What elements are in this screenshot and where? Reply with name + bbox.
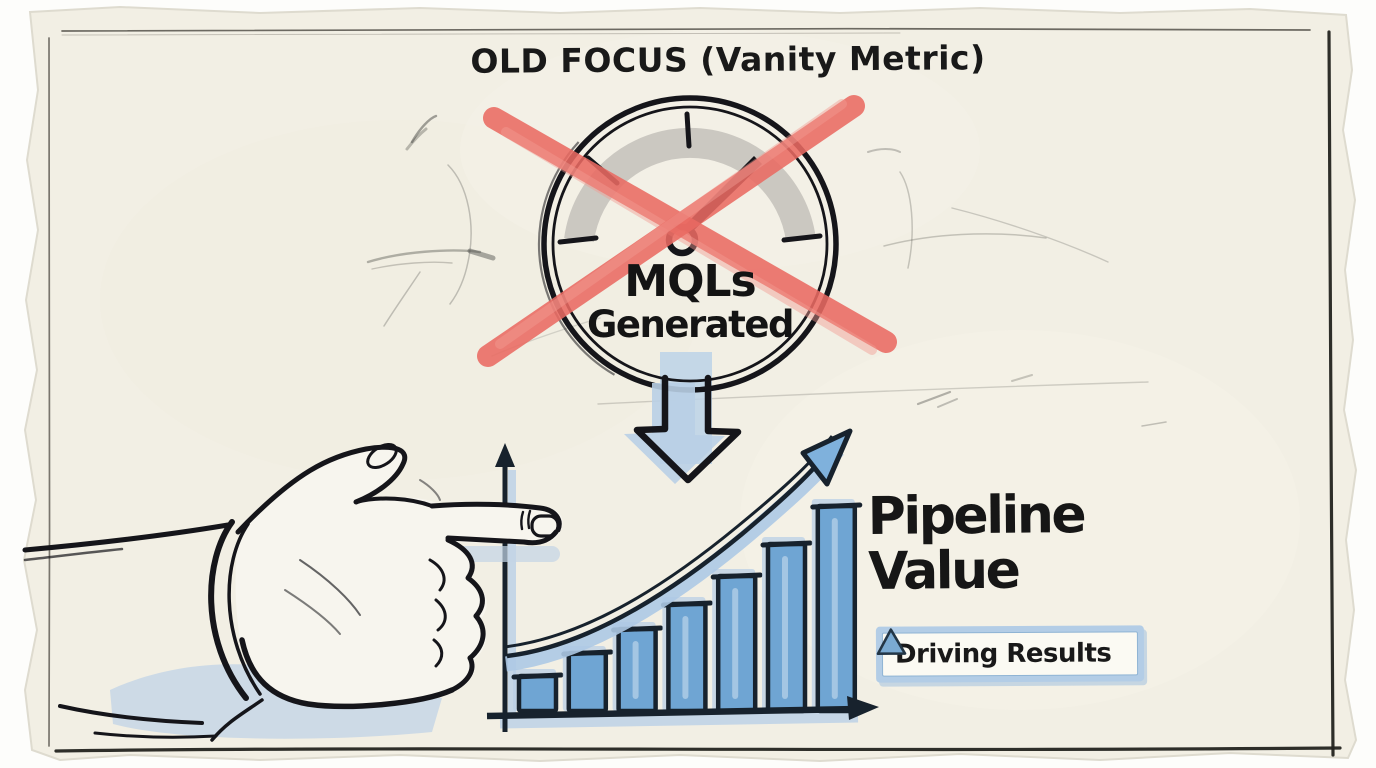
gauge-label: MQLs Generated	[560, 256, 820, 346]
growth-arrow-icon	[503, 428, 853, 672]
pipeline-value-heading: Pipeline Value	[867, 485, 1085, 603]
pipeline-heading-line2: Value	[867, 540, 1019, 603]
frame-border	[47, 27, 1342, 757]
x-axis	[486, 705, 859, 720]
page-title: OLD FOCUS (Vanity Metric)	[470, 38, 986, 81]
pointing-hand-icon	[22, 442, 563, 742]
delta-triangle-icon	[876, 628, 907, 655]
hand-outline	[22, 442, 562, 742]
down-arrow-icon	[624, 374, 742, 484]
red-cross-icon	[477, 95, 897, 367]
x-axis-arrowhead	[847, 696, 879, 720]
bar-chart	[486, 428, 879, 732]
pencil-scribbles	[366, 114, 1167, 427]
pipeline-heading-line1: Pipeline	[867, 485, 1085, 547]
driving-results-badge: Driving Results	[875, 625, 1145, 683]
badge-label: Driving Results	[894, 638, 1112, 670]
gauge-label-line2: Generated	[587, 303, 794, 346]
y-axis-arrowhead	[495, 443, 515, 467]
gauge-label-line1: MQLs	[624, 256, 756, 307]
